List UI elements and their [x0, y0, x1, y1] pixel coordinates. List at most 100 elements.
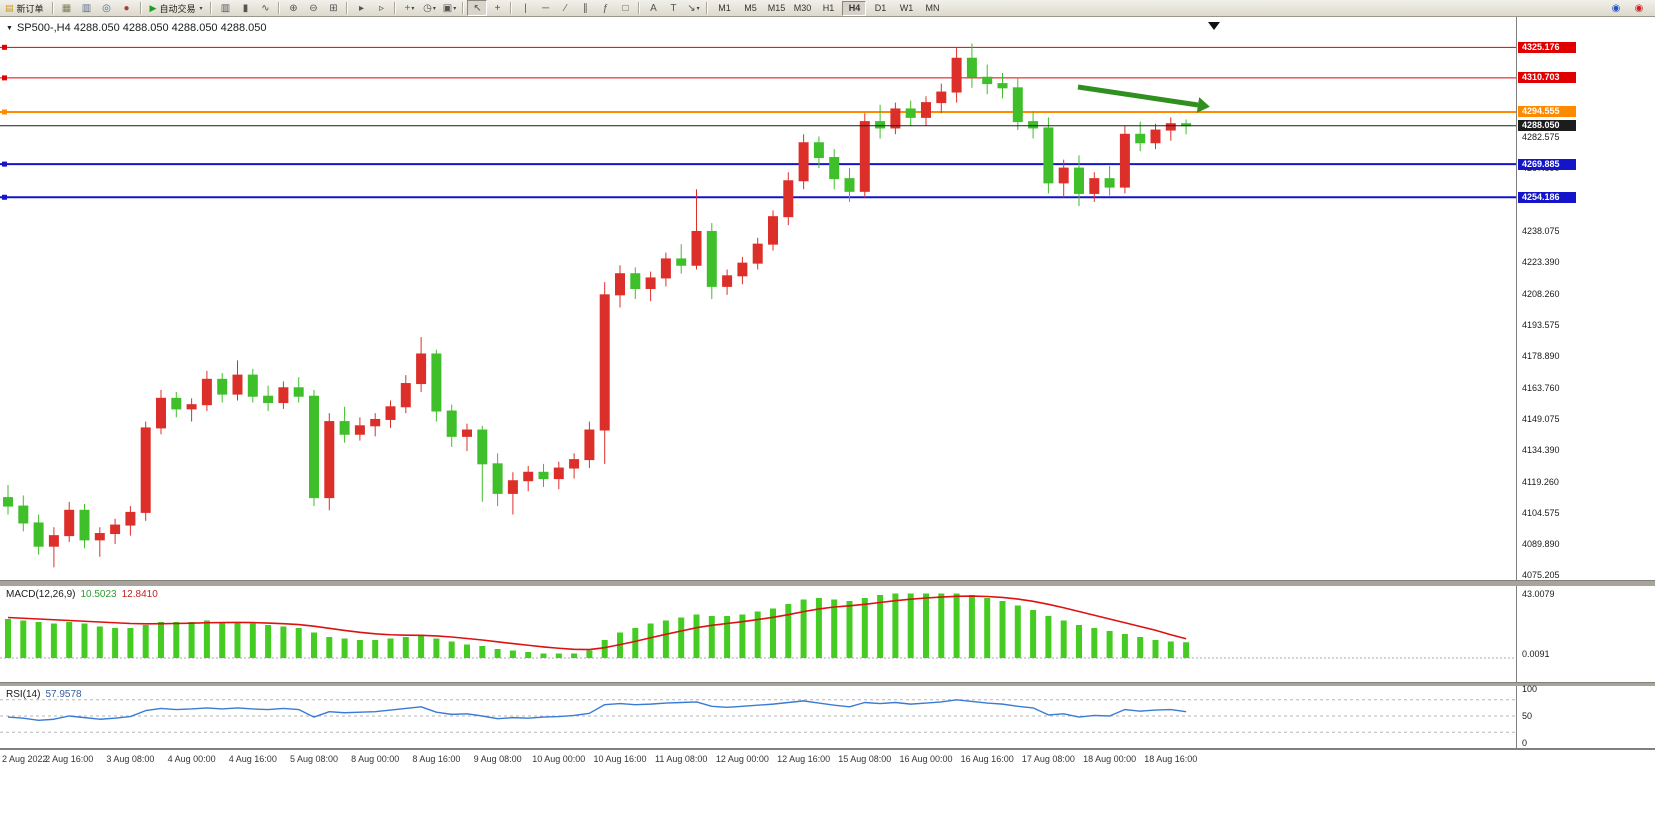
candle-body: [339, 421, 350, 435]
tile-windows-icon[interactable]: ⊞: [323, 0, 343, 16]
price-tick: 4223.390: [1522, 257, 1560, 268]
rsi-tick: 100: [1522, 684, 1538, 694]
fibonacci-icon: ƒ: [602, 2, 609, 14]
time-label: 12 Aug 00:00: [715, 754, 769, 764]
time-label: 2 Aug 2022: [2, 754, 48, 764]
candle-body: [79, 509, 90, 541]
line-chart-icon[interactable]: ∿: [255, 0, 275, 16]
time-axis[interactable]: 2 Aug 2022 2 Aug 16:00 3 Aug 08:00 4 Aug 00…: [0, 750, 1655, 768]
period-icon[interactable]: ◷ ▾: [419, 0, 439, 16]
new-order-button[interactable]: ▤ 新订单: [0, 1, 49, 15]
candle-body: [691, 230, 702, 266]
arrows-icon[interactable]: ↘ ▾: [683, 0, 703, 16]
macd-bar: [173, 622, 180, 658]
macd-bar: [464, 644, 470, 658]
candle-body: [645, 277, 656, 289]
text-label-icon: T: [670, 2, 677, 14]
trend-arrow[interactable]: [1077, 84, 1199, 108]
timeframe-m15[interactable]: M15: [767, 3, 786, 13]
macd-bar: [754, 611, 761, 658]
macd-bar: [188, 622, 195, 658]
time-label: 15 Aug 08:00: [838, 754, 892, 764]
cursor-icon[interactable]: ↖: [467, 0, 488, 16]
price-tick: 4134.390: [1522, 445, 1560, 456]
candle-body: [94, 533, 105, 541]
trendline-icon[interactable]: ∕: [555, 0, 575, 16]
candle-body: [309, 395, 319, 499]
ohlc-toggle-icon[interactable]: ▼: [6, 24, 13, 32]
template-icon: ▣: [442, 2, 453, 14]
autotrading-button[interactable]: ▶ 自动交易 ▾: [145, 1, 208, 15]
news-icon[interactable]: ◉: [1634, 2, 1644, 14]
timeframe-h4[interactable]: H4: [842, 0, 867, 16]
candle-body: [64, 509, 75, 537]
timeframe-d1[interactable]: D1: [874, 3, 887, 13]
add-indicator-icon[interactable]: + ▾: [399, 0, 419, 16]
macd-bar: [861, 598, 868, 658]
toolbar-group: ▦ ▥ ◎ ●: [57, 0, 137, 16]
macd-bar: [1121, 634, 1128, 658]
timeframe-mn[interactable]: MN: [925, 3, 940, 13]
macd-bar: [815, 598, 822, 658]
market-watch-icon[interactable]: ●: [117, 0, 137, 16]
auto-scroll-icon[interactable]: ▸: [351, 0, 371, 16]
zoom-in-icon[interactable]: ⊕: [283, 0, 303, 16]
zoom-out-icon[interactable]: ⊖: [303, 0, 323, 16]
timeframe-m1[interactable]: M1: [718, 3, 731, 13]
trend-arrow-head[interactable]: [1196, 97, 1210, 113]
price-line-label: 4254.186: [1518, 191, 1576, 203]
candlestick-chart-icon[interactable]: ▮: [235, 0, 255, 16]
macd-bar: [1183, 642, 1190, 658]
rsi-label: RSI(14) 57.9578: [6, 689, 82, 700]
text-icon: A: [650, 2, 657, 14]
price-tick: 4282.575: [1522, 132, 1560, 143]
timeframe-w1[interactable]: W1: [899, 3, 914, 13]
line-anchor[interactable]: [2, 75, 7, 81]
timeframe-h1[interactable]: H1: [822, 3, 835, 13]
macd-pane[interactable]: MACD(12,26,9) 10.5023 12.8410: [0, 586, 1516, 682]
autotrading-button-label: 自动交易: [159, 3, 196, 14]
text-label-icon[interactable]: T: [663, 0, 683, 16]
macd-bar: [509, 650, 516, 658]
template-icon[interactable]: ▣ ▾: [439, 0, 459, 16]
horizontal-line-icon[interactable]: ─: [535, 0, 555, 16]
macd-axis[interactable]: 43.0079 0.0091: [1516, 586, 1655, 682]
chart-shift-marker-icon[interactable]: [1208, 22, 1220, 30]
text-icon[interactable]: A: [643, 0, 663, 16]
shapes-icon[interactable]: □: [615, 0, 635, 16]
chart-window-icon[interactable]: ▦: [57, 0, 77, 16]
price-chart-pane[interactable]: [0, 16, 1516, 580]
rsi-tick: 50: [1522, 711, 1533, 721]
bar-chart-icon[interactable]: ▥: [215, 0, 235, 16]
rsi-axis[interactable]: 100 50 0: [1516, 684, 1655, 748]
refresh-icon[interactable]: ◎: [97, 0, 117, 16]
timeframe-m5[interactable]: M5: [744, 3, 757, 13]
chart-shift-icon[interactable]: ▹: [371, 0, 391, 16]
line-anchor[interactable]: [2, 161, 7, 167]
vertical-line-icon[interactable]: |: [515, 0, 535, 16]
line-anchor[interactable]: [2, 44, 7, 50]
price-tick: 4208.260: [1522, 289, 1560, 300]
profiles-icon[interactable]: ▥: [77, 0, 97, 16]
toolbar-group: ▶ 自动交易 ▾: [145, 0, 208, 16]
candle-body: [1043, 127, 1054, 184]
dropdown-caret-icon: ▾: [696, 5, 700, 12]
macd-bar: [280, 626, 287, 658]
price-tick: 4119.260: [1522, 477, 1559, 488]
macd-bar: [586, 650, 593, 658]
channel-icon[interactable]: ∥: [575, 0, 595, 16]
macd-bar: [1152, 640, 1159, 658]
candle-body: [156, 397, 166, 429]
candle-body: [676, 258, 687, 266]
candle-body: [446, 410, 457, 437]
fibonacci-icon[interactable]: ƒ: [595, 0, 615, 16]
line-anchor[interactable]: [2, 109, 7, 115]
price-axis[interactable]: 4282.5754267.8904253.2054238.0754223.390…: [1516, 16, 1655, 580]
rsi-pane[interactable]: RSI(14) 57.9578: [0, 686, 1516, 748]
dropdown-caret-icon: ▾: [199, 5, 203, 12]
line-anchor[interactable]: [2, 194, 7, 200]
macd-bar: [571, 653, 578, 658]
timeframe-m30[interactable]: M30: [793, 3, 812, 13]
community-icon[interactable]: ◉: [1611, 2, 1621, 14]
crosshair-icon[interactable]: +: [487, 0, 507, 16]
